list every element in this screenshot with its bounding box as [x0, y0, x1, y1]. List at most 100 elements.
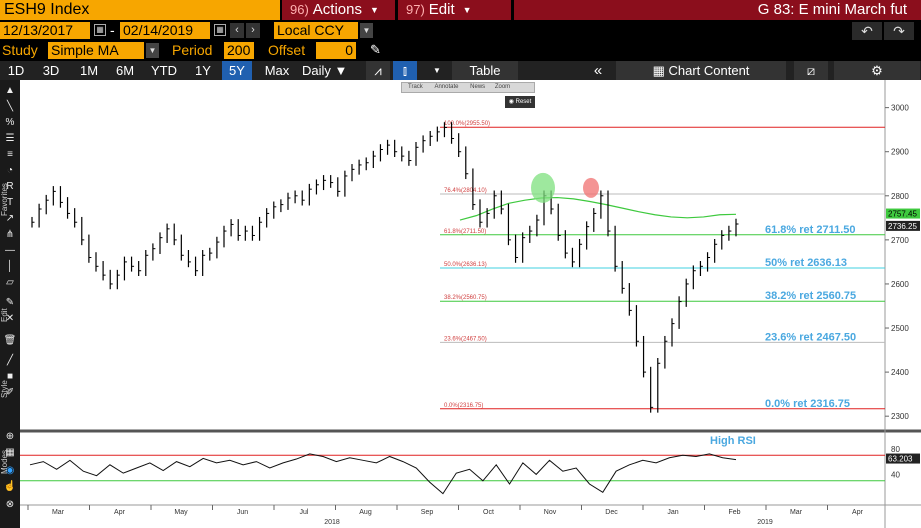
settings-gear-icon[interactable]: ⚙	[834, 61, 920, 80]
edit-menu[interactable]: 97) Edit ▼	[398, 0, 511, 20]
brush-tool-icon[interactable]: ✎	[5, 297, 15, 308]
hline-tool-icon[interactable]: —	[5, 245, 15, 256]
text-tool-icon[interactable]: T	[6, 197, 14, 208]
mode-zoom-icon[interactable]: ⊕	[5, 431, 15, 442]
percent-tool-icon[interactable]: %	[5, 117, 15, 128]
shape-tool-icon[interactable]: ▱	[6, 277, 14, 288]
table-button[interactable]: Table	[452, 61, 518, 80]
edit-chart-icon[interactable]: ⧄	[794, 61, 828, 80]
frequency-select[interactable]: Daily ▼	[302, 61, 360, 80]
line-tool-icon[interactable]: ╲	[6, 101, 14, 112]
x-tick-label: Sep	[421, 509, 434, 516]
prev-period-icon[interactable]: ‹	[230, 23, 244, 38]
edit-caret-icon: ▼	[462, 5, 472, 16]
pitchfork-tool-icon[interactable]: ⋔	[5, 229, 15, 240]
x-tick-label: Mar	[790, 509, 803, 516]
x-tick-label: Aug	[359, 509, 372, 516]
period-1d-button[interactable]: 1D	[7, 63, 25, 78]
style-line-icon[interactable]: ╱	[6, 355, 14, 366]
period-ytd-button[interactable]: YTD	[151, 63, 177, 78]
fib-level-small-label: 0.0%(2316.75)	[444, 403, 483, 409]
study-bar: Study Simple MA ▼ Period 200 Offset 0 ✎	[0, 41, 921, 60]
period-3d-button[interactable]: 3D	[42, 63, 60, 78]
line-chart-icon[interactable]: ⩘	[366, 61, 390, 80]
rsi-annotation: High RSI	[710, 435, 756, 447]
security-title: G 83: E mini March fut	[514, 0, 921, 20]
chart-content-button[interactable]: ▦ Chart Content	[616, 61, 786, 80]
study-select[interactable]: Simple MA	[48, 42, 144, 59]
x-tick-label: Nov	[544, 509, 557, 516]
currency-select[interactable]: Local CCY	[274, 22, 358, 39]
style-color-icon[interactable]: ■	[6, 371, 14, 382]
calendar-icon[interactable]: ▦	[94, 24, 106, 36]
period-1m-button[interactable]: 1M	[79, 63, 99, 78]
cursor-icon[interactable]: ▲	[5, 85, 15, 96]
period-5y-button[interactable]: 5Y	[222, 61, 252, 80]
rsi-last-tag	[886, 453, 920, 464]
style-pen-icon[interactable]: ✐	[5, 387, 15, 398]
offset-input[interactable]: 0	[316, 42, 356, 59]
chart-toolbar: 1D 3D 1M 6M YTD 1Y 5Y Max Daily ▼ ⩘ ⫾ ▼ …	[0, 61, 921, 80]
x-tick-label: Mar	[52, 509, 65, 516]
mode-cursor-icon[interactable]: ◉	[5, 465, 15, 476]
chart-type-dropdown-icon[interactable]: ▼	[433, 66, 441, 75]
retracement-tool-icon[interactable]: R	[6, 181, 14, 192]
period-input[interactable]: 200	[224, 42, 254, 59]
bar-chart-icon[interactable]: ⫾	[393, 61, 417, 80]
arc-tool-icon[interactable]: ◔	[6, 165, 14, 176]
fib-level-label: 61.8% ret 2711.50	[765, 224, 856, 236]
currency-dropdown-icon[interactable]: ▼	[360, 23, 373, 38]
arrow-tool-icon[interactable]: ↗	[5, 213, 15, 224]
ticker-field[interactable]: ESH9 Index	[0, 0, 280, 20]
fib-level-label: 50% ret 2636.13	[765, 257, 847, 269]
annotate-tool[interactable]: Annotate	[434, 84, 459, 90]
mode-grid-icon[interactable]: ▦	[5, 447, 15, 458]
next-period-icon[interactable]: ›	[246, 23, 260, 38]
title-bar: ESH9 Index 96) Actions ▼ 97) Edit ▼ G 83: E …	[0, 0, 921, 20]
zoom-tool[interactable]: Zoom	[494, 84, 511, 90]
peak-highlight-green	[531, 172, 555, 203]
y-tick-label: 2900	[891, 148, 909, 157]
rsi-last-label: 63.203	[888, 455, 913, 464]
x-tick-label: Jun	[237, 509, 248, 516]
favorites-label: Favorites	[0, 183, 9, 216]
period-1y-button[interactable]: 1Y	[195, 63, 211, 78]
period-max-button[interactable]: Max	[264, 63, 290, 78]
undo-icon[interactable]: ↶	[852, 22, 882, 40]
calendar-icon[interactable]: ▦	[214, 24, 226, 36]
fib-level-small-label: 38.2%(2560.75)	[444, 295, 487, 301]
end-date-field[interactable]: 02/14/2019	[120, 22, 210, 39]
delete-tool-icon[interactable]: ✕	[5, 313, 15, 324]
last-price-label: 2736.25	[888, 222, 917, 231]
price-chart-svg[interactable]: 100.0%(2955.50) 76.4%(2804.10) 61.8%(2711.…	[20, 80, 921, 528]
offset-label: Offset	[268, 42, 306, 58]
fib-level-small-label: 23.6%(2467.50)	[444, 336, 487, 342]
drawing-tools-strip: ▲ ╲ % ☰ ≡ ◔ R T ↗ ⋔ — │ ▱ ✎ ✕ 🗑 ╱ ■ ✐ ⊕ …	[0, 80, 20, 528]
mode-pan-icon[interactable]: ☝	[3, 481, 17, 492]
x-tick-label: Apr	[852, 509, 864, 516]
x-tick-label: Jan	[667, 509, 678, 516]
mode-magnet-icon[interactable]: ⊗	[5, 499, 15, 510]
chart-area[interactable]: 100.0%(2955.50) 76.4%(2804.10) 61.8%(2711.…	[20, 80, 921, 528]
last-price-tag	[886, 220, 920, 231]
start-date-field[interactable]: 12/13/2017	[0, 22, 90, 39]
study-dropdown-icon[interactable]: ▼	[146, 43, 159, 58]
x-tick-label: May	[174, 509, 188, 516]
track-tool[interactable]: Track	[408, 84, 423, 90]
reset-button[interactable]: ◉ Reset	[505, 96, 535, 108]
period-label: Period	[172, 42, 213, 58]
fib-tool-icon[interactable]: ☰	[5, 133, 15, 144]
vline-tool-icon[interactable]: │	[6, 261, 14, 272]
trash-icon[interactable]: 🗑	[3, 335, 17, 346]
double-chevron-left-icon[interactable]: «	[593, 62, 603, 79]
pencil-icon[interactable]: ✎	[370, 42, 381, 57]
modes-label: Modes	[0, 449, 9, 474]
period-6m-button[interactable]: 6M	[115, 63, 135, 78]
x-year-label: 2019	[757, 519, 773, 526]
actions-menu[interactable]: 96) Actions ▼	[282, 0, 395, 20]
redo-icon[interactable]: ↷	[884, 22, 914, 40]
style-tools-label: Style	[0, 380, 9, 398]
news-tool[interactable]: News	[470, 84, 486, 90]
channel-tool-icon[interactable]: ≡	[7, 149, 13, 160]
